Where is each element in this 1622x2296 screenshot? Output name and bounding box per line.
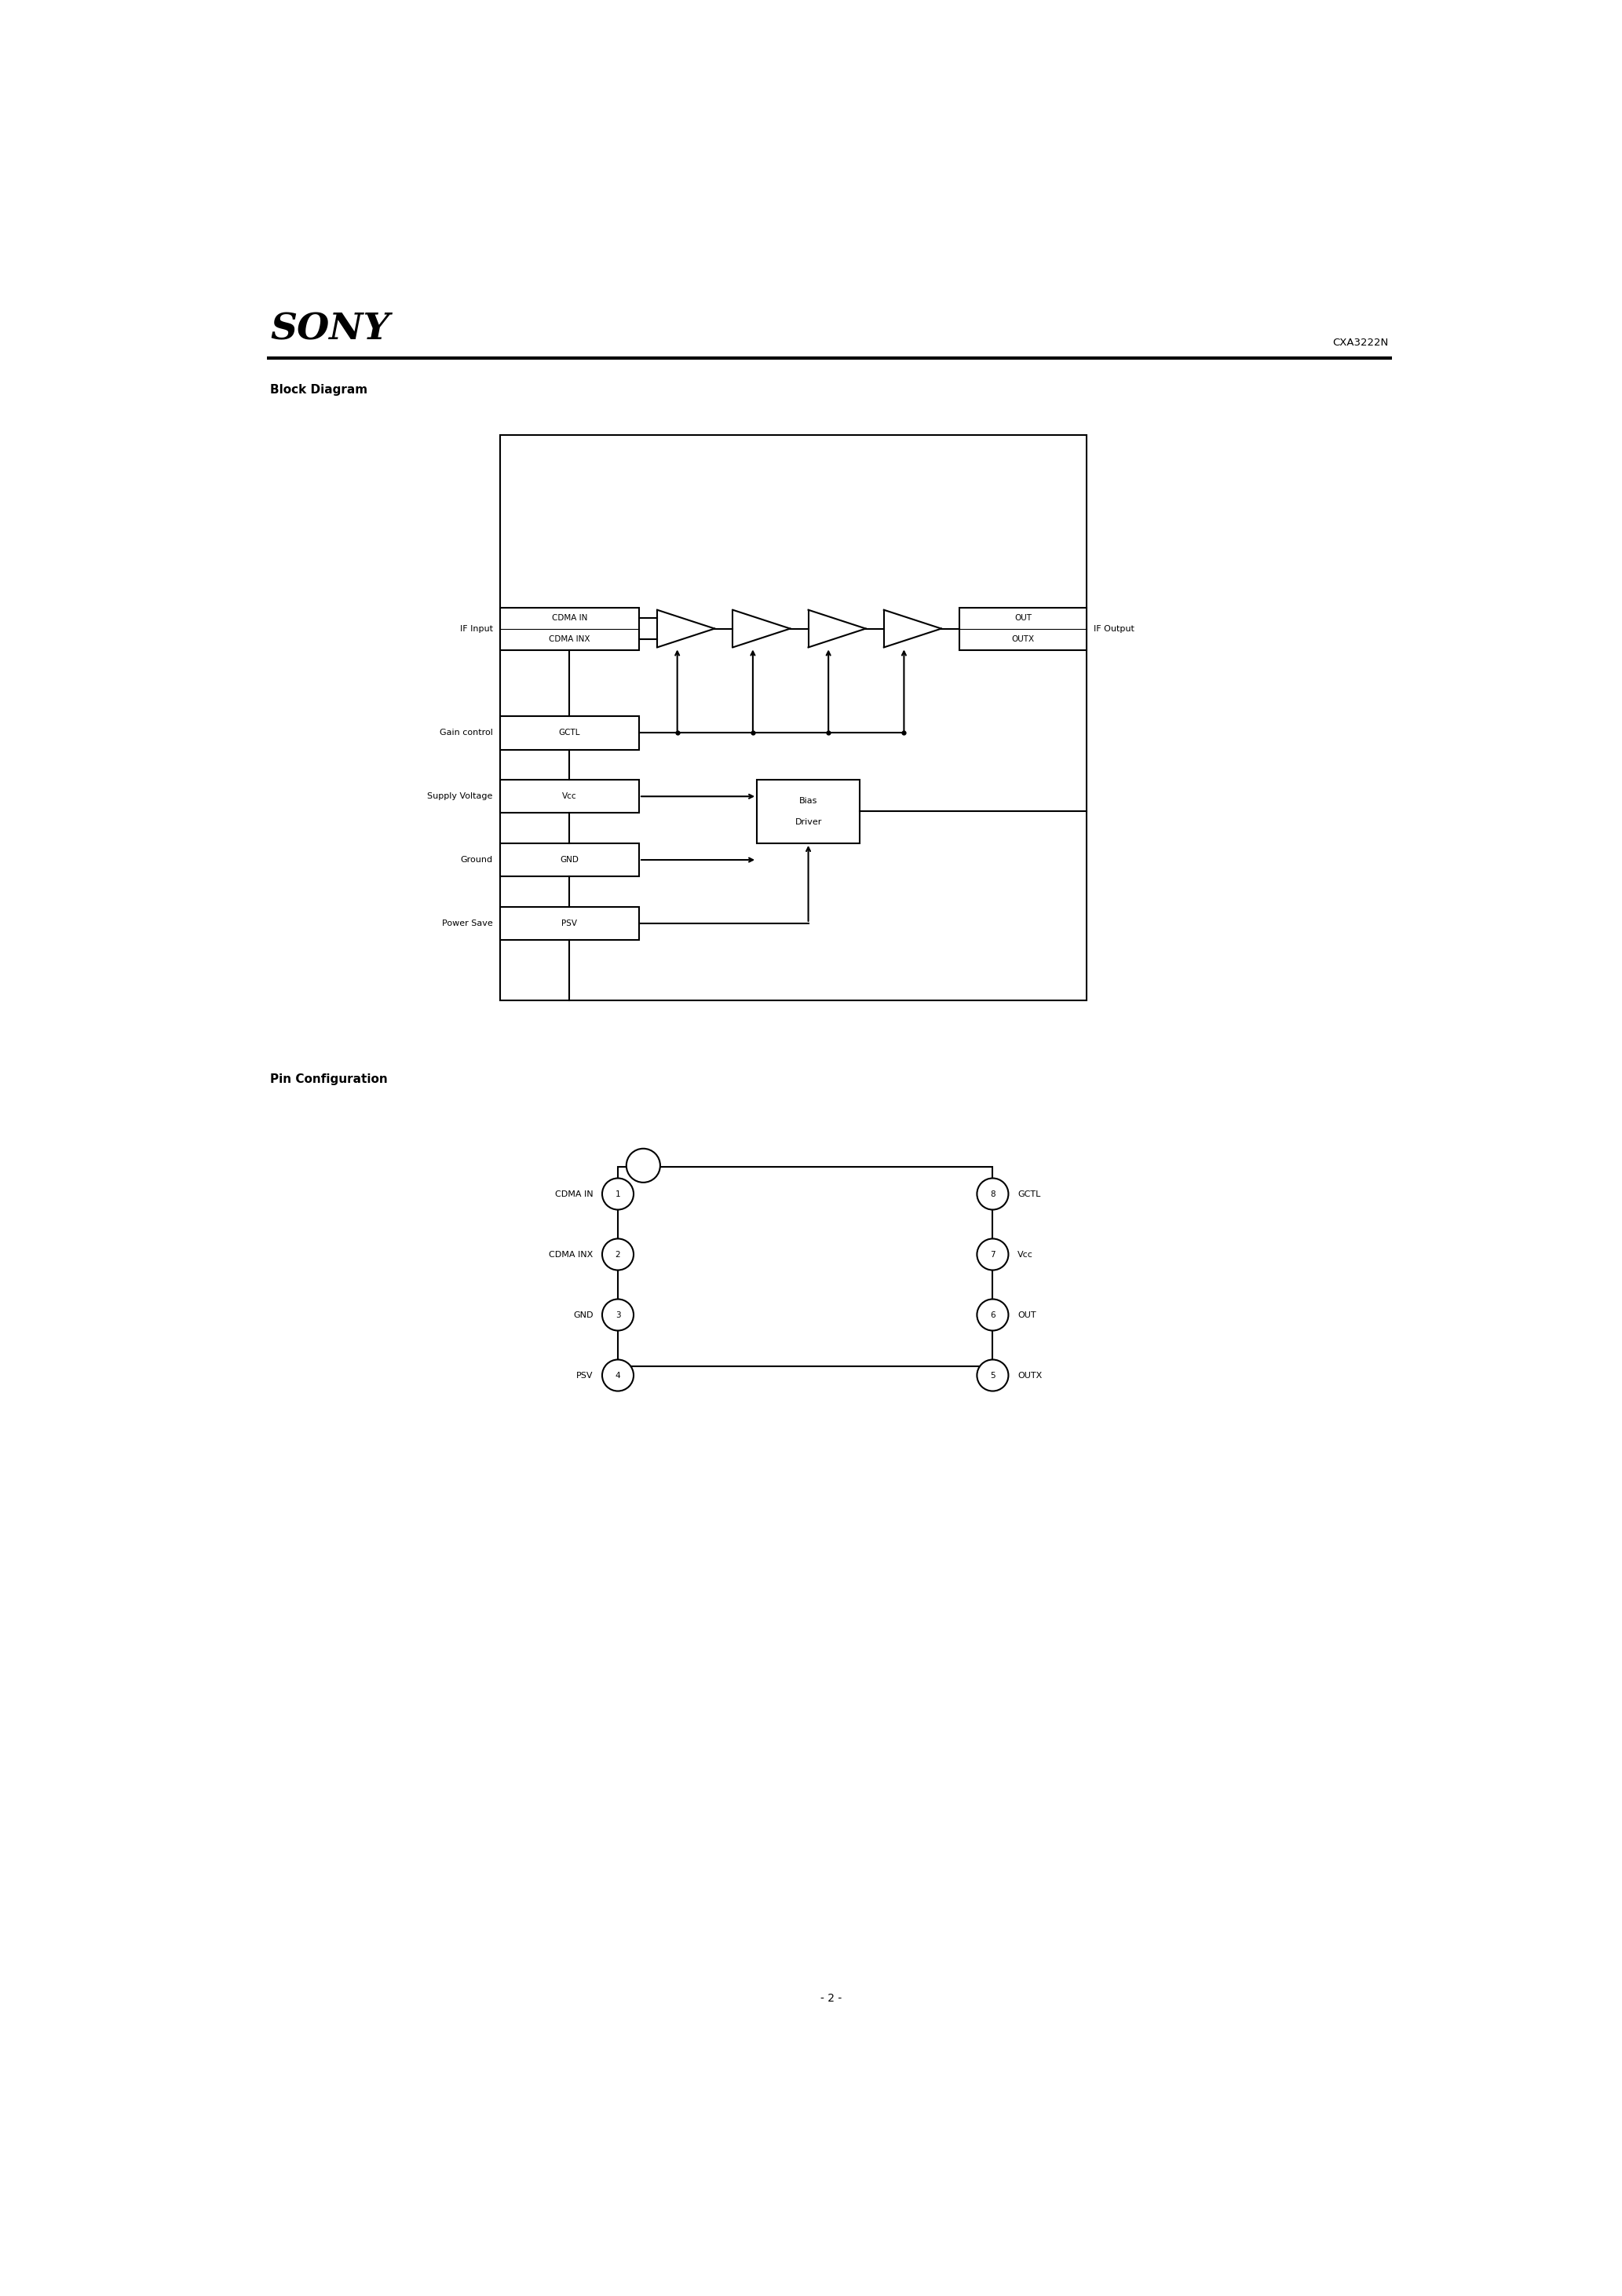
Circle shape <box>602 1359 634 1391</box>
Text: PSV: PSV <box>576 1371 594 1380</box>
Circle shape <box>976 1300 1009 1332</box>
Bar <box>500 716 639 748</box>
Text: CXA3222N: CXA3222N <box>1333 338 1388 347</box>
Text: Vcc: Vcc <box>563 792 577 801</box>
Text: OUTX: OUTX <box>1012 636 1035 643</box>
Text: PSV: PSV <box>561 918 577 928</box>
Text: 4: 4 <box>615 1371 621 1380</box>
Text: IF Input: IF Input <box>459 625 493 631</box>
Text: CDMA INX: CDMA INX <box>548 1251 594 1258</box>
Text: Gain control: Gain control <box>440 730 493 737</box>
Text: 2: 2 <box>615 1251 621 1258</box>
Bar <box>500 436 1087 1001</box>
Text: GCTL: GCTL <box>1017 1189 1041 1199</box>
Text: CDMA INX: CDMA INX <box>548 636 590 643</box>
Text: GND: GND <box>560 856 579 863</box>
Circle shape <box>976 1359 1009 1391</box>
Bar <box>757 781 860 843</box>
Text: Vcc: Vcc <box>1017 1251 1033 1258</box>
Text: Ground: Ground <box>461 856 493 863</box>
Circle shape <box>602 1300 634 1332</box>
Bar <box>500 781 639 813</box>
Text: 3: 3 <box>615 1311 621 1318</box>
Text: 7: 7 <box>989 1251 996 1258</box>
Circle shape <box>602 1238 634 1270</box>
Text: CDMA IN: CDMA IN <box>555 1189 594 1199</box>
Circle shape <box>976 1178 1009 1210</box>
Text: IF Output: IF Output <box>1093 625 1134 631</box>
Text: OUT: OUT <box>1014 613 1032 622</box>
Text: CDMA IN: CDMA IN <box>551 613 587 622</box>
Text: Driver: Driver <box>795 817 822 827</box>
Text: Pin Configuration: Pin Configuration <box>271 1072 388 1084</box>
Text: 8: 8 <box>989 1189 996 1199</box>
Text: - 2 -: - 2 - <box>821 1993 842 2004</box>
Bar <box>500 907 639 939</box>
Text: Supply Voltage: Supply Voltage <box>427 792 493 801</box>
Text: Block Diagram: Block Diagram <box>271 383 368 395</box>
Text: OUT: OUT <box>1017 1311 1036 1318</box>
Text: GND: GND <box>573 1311 594 1318</box>
Circle shape <box>602 1178 634 1210</box>
Bar <box>618 1166 993 1366</box>
Text: 1: 1 <box>615 1189 621 1199</box>
Text: 5: 5 <box>989 1371 996 1380</box>
Circle shape <box>976 1238 1009 1270</box>
Bar <box>500 608 639 650</box>
Text: Power Save: Power Save <box>441 918 493 928</box>
Text: 6: 6 <box>989 1311 996 1318</box>
Text: SONY: SONY <box>271 312 389 347</box>
Text: OUTX: OUTX <box>1017 1371 1041 1380</box>
Bar <box>500 843 639 877</box>
Circle shape <box>626 1148 660 1182</box>
Bar <box>960 608 1087 650</box>
Text: GCTL: GCTL <box>558 730 581 737</box>
Text: Bias: Bias <box>800 797 817 804</box>
